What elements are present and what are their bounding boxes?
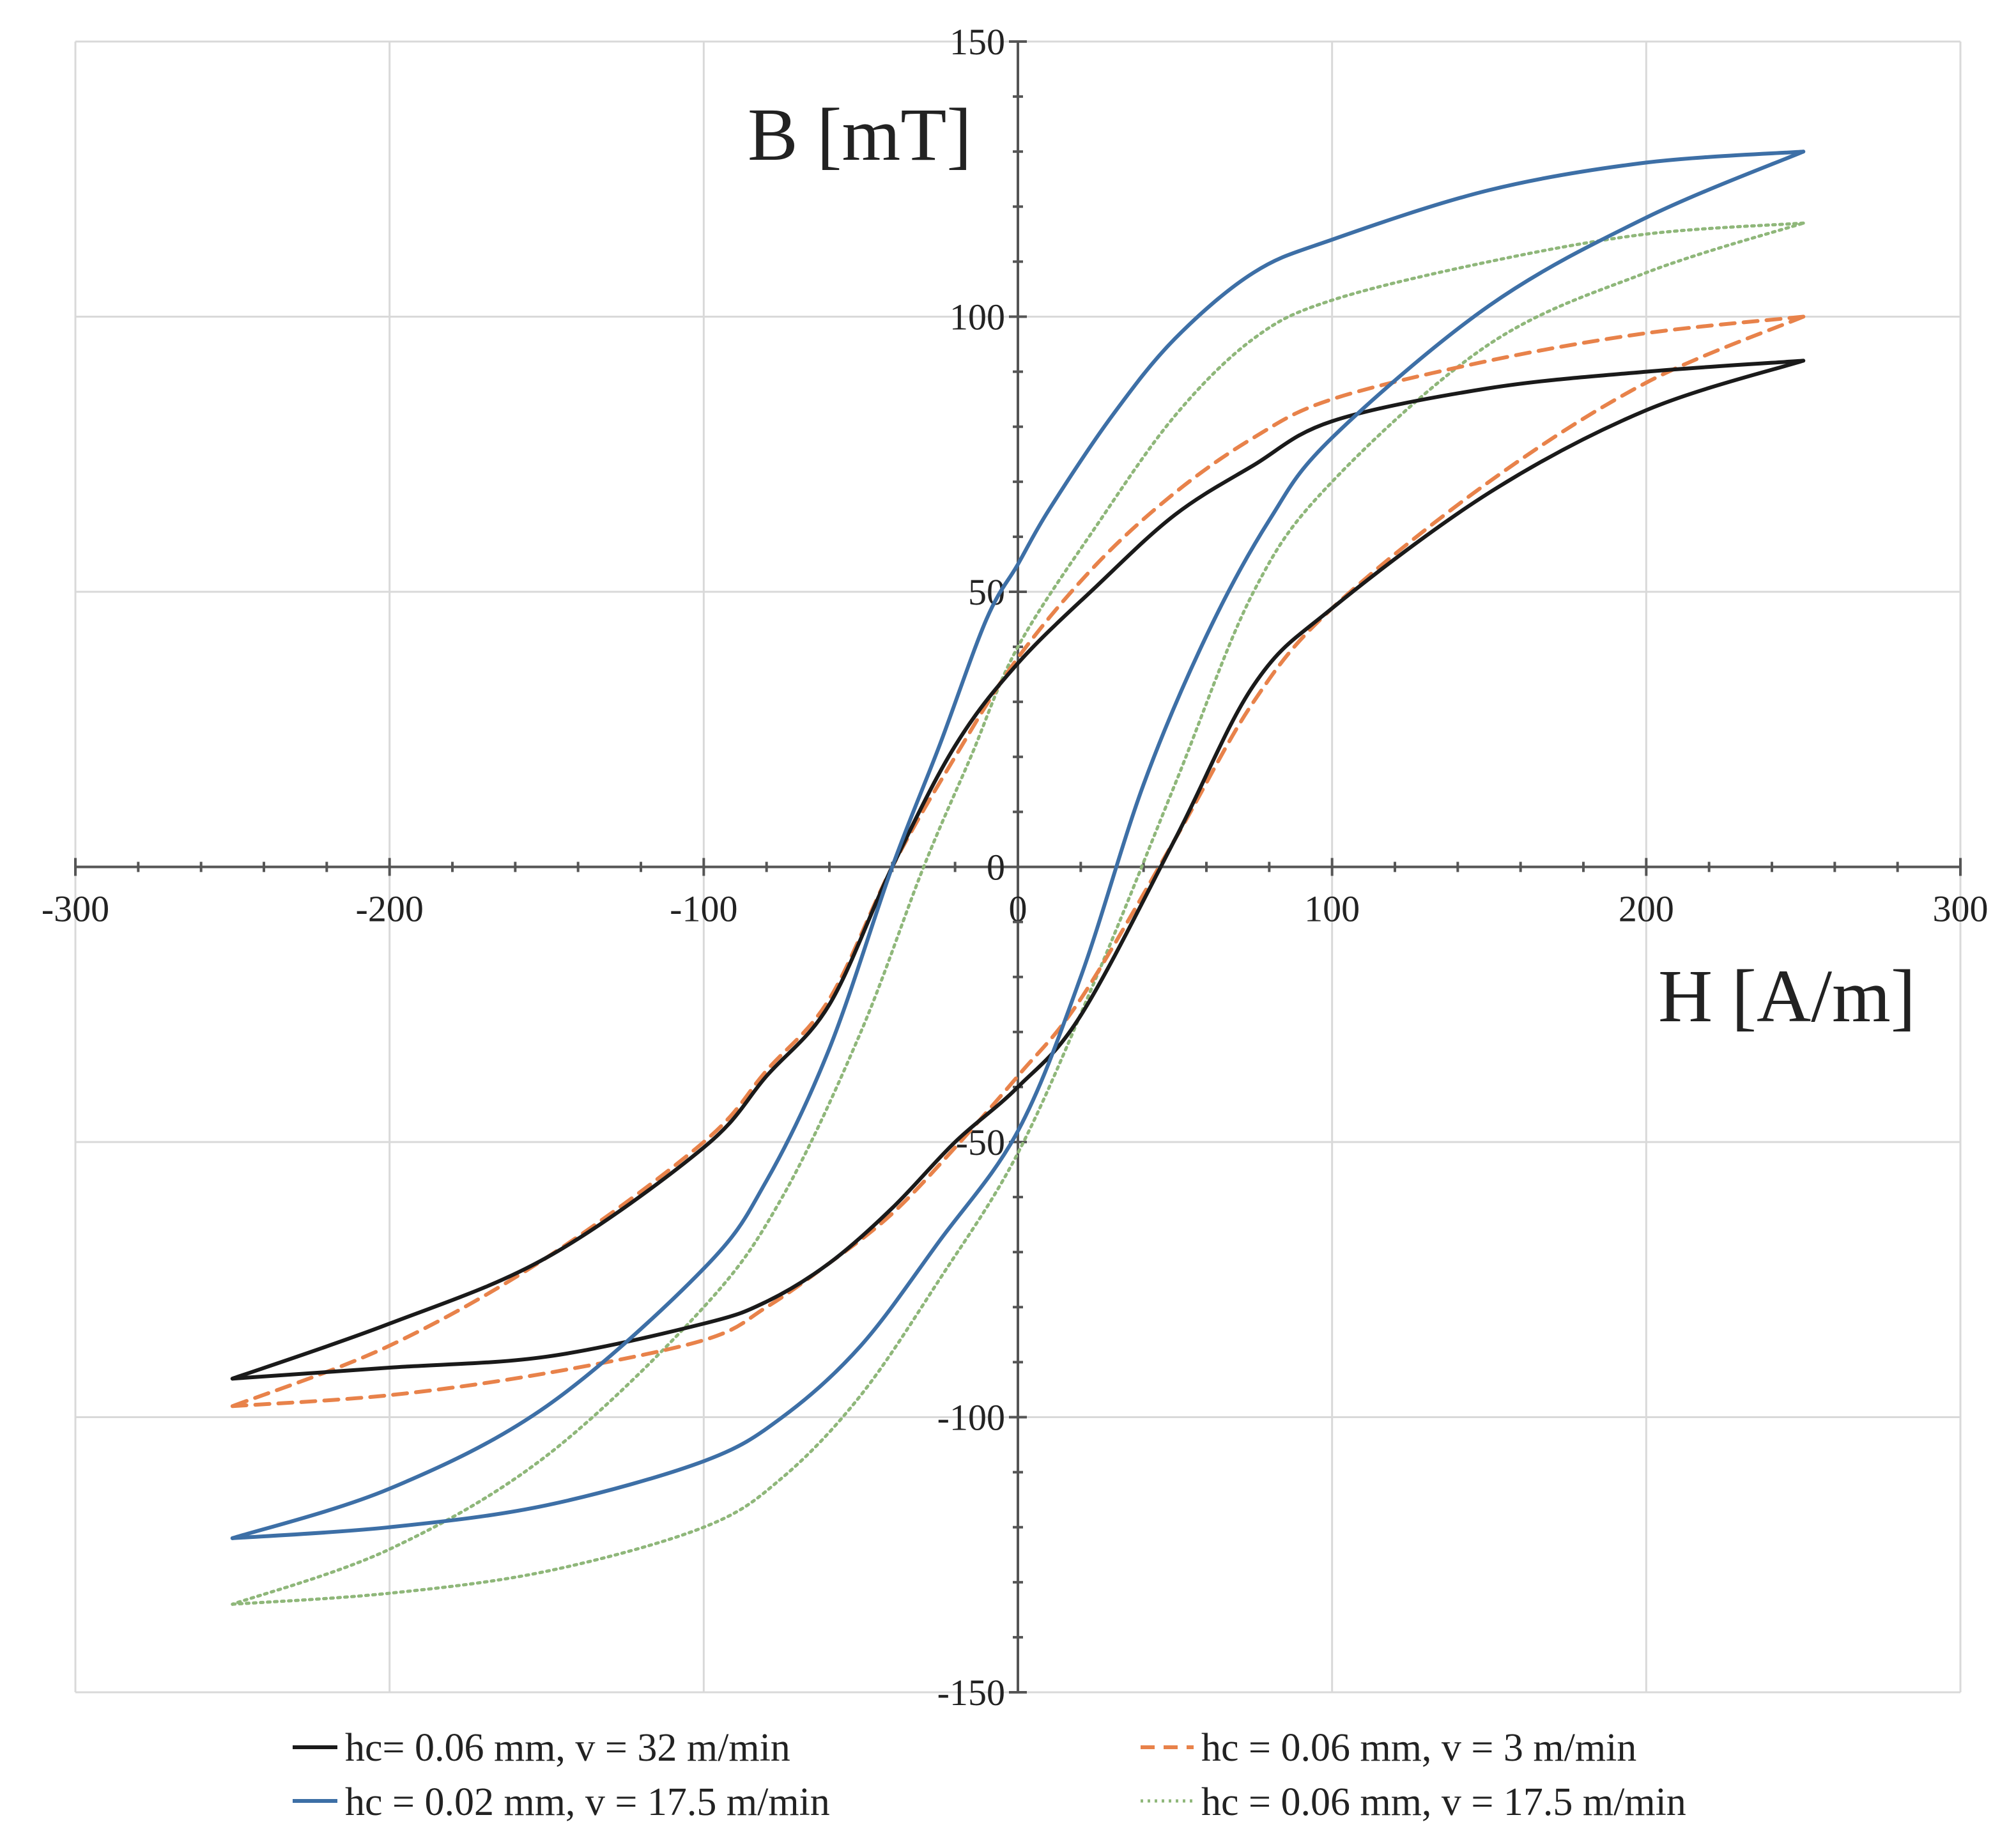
x-tick-label: -200 (356, 888, 424, 930)
series-2-upper-branch (230, 150, 1806, 1540)
y-axis-title: B [mT] (748, 93, 972, 176)
legend-item-hc006-v32: hc= 0.06 mm, v = 32 m/min (293, 1726, 790, 1770)
legend-label-hc002-v175: hc = 0.02 mm, v = 17.5 m/min (345, 1780, 830, 1824)
y-tick-label: 150 (950, 21, 1005, 63)
legend-label-hc006-v3: hc = 0.06 mm, v = 3 m/min (1201, 1726, 1636, 1770)
y-tick-label: -150 (937, 1672, 1005, 1713)
y-tick-label: 100 (950, 297, 1005, 338)
series-lines (230, 150, 1806, 1606)
series-0-lower-branch (230, 359, 1806, 1381)
x-tick-label: 100 (1304, 888, 1360, 930)
x-tick-label: 200 (1619, 888, 1674, 930)
x-tick-label: -100 (670, 888, 737, 930)
axes: -300 -200 -100 0 100 200 300-150-100-500501001… (42, 21, 1989, 1713)
y-tick-label: 0 (987, 847, 1005, 888)
y-tick-label: -100 (937, 1397, 1005, 1439)
series-2-lower-branch (230, 150, 1806, 1540)
x-axis-title: H [A/m] (1658, 954, 1916, 1038)
series-3-lower-branch (231, 221, 1805, 1606)
legend-label-hc006-v175: hc = 0.06 mm, v = 17.5 m/min (1201, 1780, 1686, 1824)
x-tick-label: 300 (1933, 888, 1989, 930)
y-tick-label: -50 (956, 1122, 1005, 1163)
series-1-upper-branch (230, 314, 1806, 1409)
legend-item-hc006-v3: hc = 0.06 mm, v = 3 m/min (1141, 1726, 1636, 1770)
legend-item-hc002-v175: hc = 0.02 mm, v = 17.5 m/min (293, 1780, 830, 1824)
legend: hc= 0.06 mm, v = 32 m/min hc = 0.02 mm, … (293, 1726, 1686, 1824)
x-tick-label: 0 (1009, 888, 1027, 930)
legend-label-hc006-v32: hc= 0.06 mm, v = 32 m/min (345, 1726, 790, 1770)
series-0-upper-branch (230, 359, 1806, 1381)
x-tick-label: -300 (42, 888, 109, 930)
legend-item-hc006-v175: hc = 0.06 mm, v = 17.5 m/min (1141, 1780, 1686, 1824)
